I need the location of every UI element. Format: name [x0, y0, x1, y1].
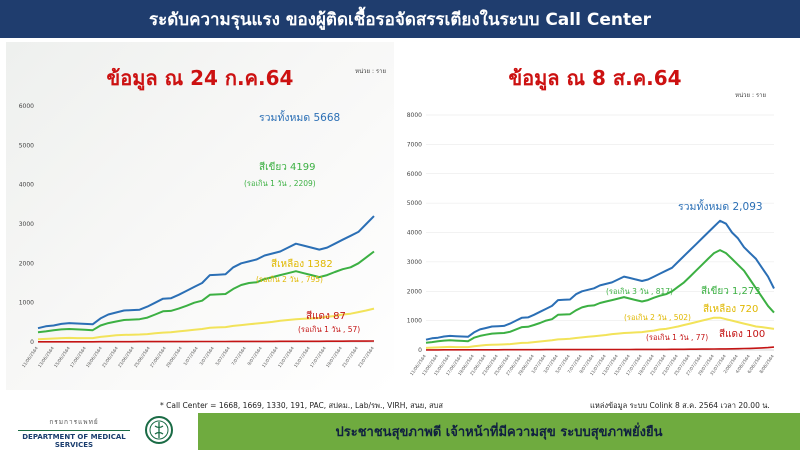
x-tick-label: 5/07/2564 — [214, 345, 231, 366]
x-tick-label: 7/07/2564 — [230, 345, 247, 366]
x-tick-label: 3/07/2564 — [198, 345, 215, 366]
annotation-sub-green: (รอเกิน 1 วัน , 2209) — [244, 179, 316, 188]
annotation-total: รวมทั้งหมด 5668 — [259, 110, 340, 124]
y-tick-label: 6000 — [19, 103, 34, 110]
chart-panel-left: ข้อมูล ณ 24 ก.ค.64 หน่วย : ราย 0 1000 2000… — [6, 42, 394, 390]
footnote-left: * Call Center = 1668, 1669, 1330, 191, P… — [160, 401, 443, 410]
annotation-sub-green: (รอเกิน 3 วัน , 817) — [606, 287, 673, 296]
annotation-yellow: สีเหลือง 720 — [703, 303, 758, 315]
chart-panel-right: ข้อมูล ณ 8 ส.ค.64 หน่วย : ราย 0 1000 2000 3… — [396, 42, 794, 390]
y-tick-label: 0 — [30, 339, 34, 346]
y-tick-label: 5000 — [407, 200, 422, 207]
y-tick-label: 1000 — [19, 300, 34, 307]
annotation-red: สีแดง 87 — [306, 310, 346, 322]
x-tick-label: 9/07/2564 — [246, 345, 263, 366]
series-line-yellow — [37, 307, 375, 341]
series-line-total — [37, 215, 375, 330]
footer-bar: กรมการแพทย์ DEPARTMENT OF MEDICAL SERVIC… — [0, 413, 800, 450]
y-tick-label: 3000 — [407, 259, 422, 266]
org-english-name: DEPARTMENT OF MEDICAL SERVICES — [22, 433, 126, 449]
series-line-red — [38, 340, 375, 343]
annotation-sub-yellow: (รอเกิน 2 วัน , 502) — [624, 313, 691, 322]
line-chart-left: 010002000300040005000600011/06/256413/06… — [19, 103, 375, 368]
unit-label-left: หน่วย : ราย — [355, 68, 386, 75]
header-bar: ระดับความรุนแรง ของผู้ติดเชื้อรอจัดสรรเต… — [0, 0, 800, 38]
org-thai-name: กรมการแพทย์ — [49, 418, 99, 426]
y-tick-label: 8000 — [407, 112, 422, 119]
page-title: ระดับความรุนแรง ของผู้ติดเชื้อรอจัดสรรเต… — [149, 9, 651, 30]
annotation-yellow: สีเหลือง 1382 — [271, 258, 333, 270]
series-line-yellow — [425, 316, 775, 349]
annotation-sub-yellow: (รอเกิน 2 วัน , 795) — [256, 275, 323, 284]
y-tick-label: 2000 — [407, 288, 422, 295]
y-tick-label: 3000 — [19, 221, 34, 228]
y-tick-label: 5000 — [19, 142, 34, 149]
chart-title-left: ข้อมูล ณ 24 ก.ค.64 — [106, 66, 294, 90]
slogan-bar: ประชาชนสุขภาพดี เจ้าหน้าที่มีความสุข ระบ… — [198, 413, 800, 450]
annotation-total: รวมทั้งหมด 2,093 — [678, 199, 763, 213]
y-tick-label: 0 — [418, 347, 422, 354]
annotation-green: สีเขียว 1,273 — [701, 285, 761, 297]
annotation-sub-red: (รอเกิน 1 วัน , 77) — [646, 333, 708, 342]
annotation-green: สีเขียว 4199 — [259, 161, 315, 173]
y-tick-label: 2000 — [19, 260, 34, 267]
y-tick-label: 4000 — [19, 182, 34, 189]
y-tick-label: 4000 — [407, 230, 422, 237]
annotation-sub-red: (รอเกิน 1 วัน , 57) — [298, 325, 360, 334]
chart-title-right: ข้อมูล ณ 8 ส.ค.64 — [508, 66, 682, 90]
y-tick-label: 1000 — [407, 318, 422, 325]
x-tick-label: 1/07/2564 — [182, 345, 199, 366]
data-source-note: แหล่งข้อมูล ระบบ Colink 8 ส.ค. 2564 เวลา… — [590, 401, 770, 410]
unit-label-right: หน่วย : ราย — [735, 92, 766, 99]
series-line-green — [425, 249, 775, 344]
y-tick-label: 6000 — [407, 171, 422, 178]
line-chart-right: 01000200030004000500060007000800011/06/2… — [407, 112, 775, 376]
series-line-green — [37, 250, 375, 334]
annotation-red: สีแดง 100 — [719, 328, 765, 340]
slogan-text: ประชาชนสุขภาพดี เจ้าหน้าที่มีความสุข ระบ… — [335, 425, 663, 440]
dms-wordmark: กรมการแพทย์ DEPARTMENT OF MEDICAL SERVIC… — [18, 417, 130, 449]
series-line-total — [425, 219, 775, 341]
x-tick-label: 23/07/2564 — [357, 345, 375, 368]
y-tick-label: 7000 — [407, 141, 422, 148]
wordmark-divider — [18, 430, 130, 431]
x-tick-label: 29/06/2564 — [165, 345, 183, 368]
dms-logo-icon — [145, 416, 173, 444]
series-line-red — [426, 346, 775, 351]
